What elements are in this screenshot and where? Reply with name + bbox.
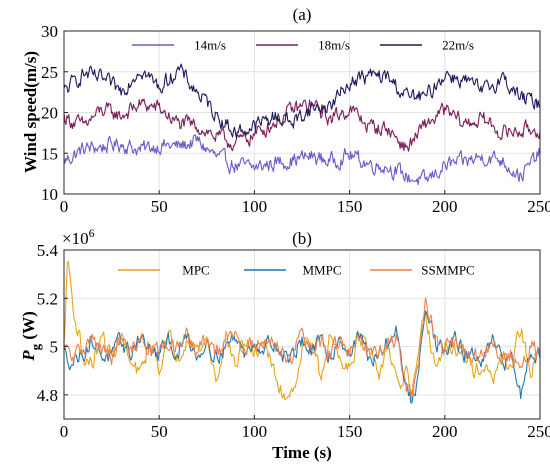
panel-b-grid	[64, 250, 540, 419]
panel-b-ticks: 0 50 100 150 200 250 4.8 5 5.2 5.4	[37, 241, 550, 441]
x-tick-label: 150	[337, 197, 363, 216]
panel-b-series	[64, 260, 540, 404]
x-tick-label: 0	[60, 422, 69, 441]
x-tick-label: 250	[527, 197, 550, 216]
legend-entry: 18m/s	[318, 38, 350, 53]
panel-b-y-label-main: P	[19, 350, 38, 362]
panel-a-grid	[64, 31, 540, 194]
y-tick-label: 5.4	[37, 241, 59, 260]
panel-a-ticks: 0 50 100 150 200 250 10 15 20 25 30	[41, 22, 550, 216]
series-line-22m-s	[64, 63, 540, 139]
y-tick-label: 10	[41, 185, 58, 204]
x-tick-label: 50	[151, 197, 168, 216]
x-tick-label: 100	[242, 422, 268, 441]
legend-entry: MMPC	[302, 263, 341, 278]
x-tick-label: 0	[60, 197, 69, 216]
panel-a-title: (a)	[293, 5, 312, 24]
x-tick-label: 250	[527, 422, 550, 441]
x-tick-label: 100	[242, 197, 268, 216]
x-tick-label: 200	[432, 422, 458, 441]
panel-b-legend: MPC MMPC SSMMPC	[118, 263, 475, 278]
panel-b-title: (b)	[292, 229, 312, 248]
y-tick-label: 15	[41, 144, 58, 163]
series-line-14m-s	[64, 134, 540, 186]
panel-b-generator-power: (b) 0 50 100 150 200 250 4.8 5 5.2 5.4 MPC MMPC SSM…	[19, 226, 550, 462]
x-tick-label: 200	[432, 197, 458, 216]
panel-b-exponent-power: 6	[89, 226, 95, 240]
panel-b-frame	[63, 249, 541, 420]
x-tick-label: 150	[337, 422, 363, 441]
legend-entry: 22m/s	[442, 38, 474, 53]
series-line-mmpc	[64, 310, 540, 404]
x-tick-label: 50	[151, 422, 168, 441]
panel-a-series	[64, 63, 540, 186]
y-tick-label: 4.8	[37, 386, 58, 405]
panel-a-legend: 14m/s 18m/s 22m/s	[132, 38, 474, 53]
legend-entry: 14m/s	[194, 38, 226, 53]
panel-b-x-axis-label: Time (s)	[272, 443, 332, 462]
legend-entry: MPC	[182, 263, 209, 278]
y-tick-label: 20	[41, 104, 58, 123]
panel-b-y-label-sub: g	[28, 343, 43, 350]
panel-a-wind-speed: (a) 0 50 100 150 200 250 10 15 20 25 30 14m/s 18m/s…	[21, 5, 550, 216]
panel-b-y-label-unit: (W)	[19, 311, 38, 344]
panel-b-y-axis-label: Pg (W)	[19, 311, 43, 361]
series-line-mpc	[64, 260, 540, 402]
y-tick-label: 5.2	[37, 289, 58, 308]
y-tick-label: 5	[50, 338, 59, 357]
series-line-18m-s	[64, 98, 540, 152]
legend-entry: SSMMPC	[421, 263, 474, 278]
panel-b-exponent-base: ×10	[62, 229, 89, 248]
y-tick-label: 25	[41, 63, 58, 82]
series-line-ssmmpc	[64, 297, 540, 397]
panel-b-exponent: ×106	[62, 226, 95, 248]
y-tick-label: 30	[41, 22, 58, 41]
panel-a-y-axis-label: Wind speed(m/s)	[21, 51, 40, 173]
